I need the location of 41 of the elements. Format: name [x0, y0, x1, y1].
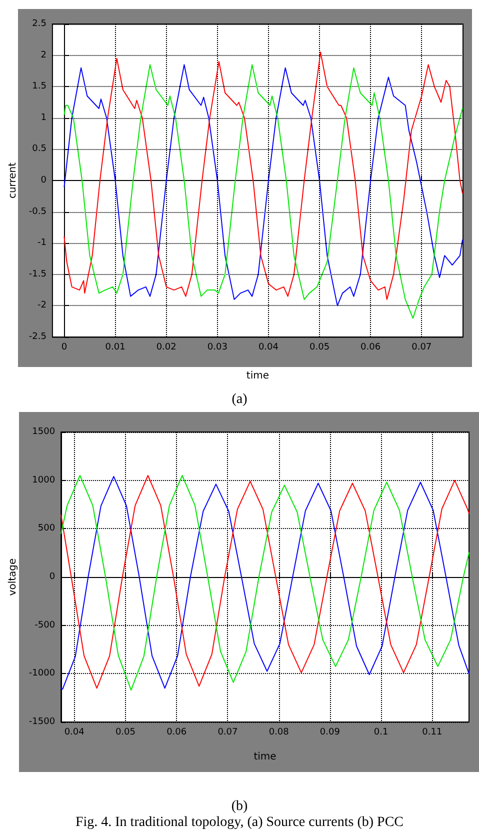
y-tick-label: -2.5 [28, 332, 46, 342]
y-tick-label: 1.5 [32, 82, 46, 92]
x-tick-label: 0.07 [412, 342, 432, 352]
y-tick-label: -500 [34, 620, 56, 630]
y-tick-label: 2 [40, 50, 46, 60]
text: (a) [230, 392, 248, 408]
x-tick-label: 0.04 [258, 342, 279, 352]
x-tick-label: 0.05 [115, 728, 136, 738]
y-axis-title: voltage [8, 558, 18, 596]
caption: Fig. 4. In traditional topology, (a) Source currents (b) PCC [74, 815, 405, 831]
x-tick-label: 0.06 [360, 342, 381, 352]
x-tick-label: 0 [61, 342, 68, 352]
y-tick-label: 1 [40, 112, 46, 123]
x-tick-label: 0.03 [207, 342, 228, 352]
x-axis-title: time [246, 370, 270, 382]
y-tick-label: 0 [49, 572, 56, 582]
y-tick-label: -1500 [28, 717, 56, 727]
y-axis-title: current [8, 162, 18, 199]
x-tick-label: 0.02 [156, 342, 176, 352]
y-tick-label: 1500 [32, 427, 56, 437]
y-tick-label: -0.5 [28, 206, 46, 217]
x-axis-title: time [254, 752, 276, 762]
y-tick-label: -2 [37, 300, 46, 311]
y-tick-label: 500 [38, 524, 56, 534]
x-tick-label: 0.06 [166, 728, 187, 738]
y-tick-label: 2.5 [32, 19, 46, 29]
y-tick-label: -1000 [28, 668, 56, 679]
text: (b) [230, 799, 249, 815]
y-tick-label: 0 [40, 176, 47, 186]
x-tick-label: 0.07 [218, 728, 238, 738]
y-tick-label: -1 [37, 238, 46, 248]
y-tick-label: 1000 [32, 475, 56, 486]
x-tick-label: 0.01 [105, 342, 126, 352]
x-tick-label: 0.11 [422, 728, 442, 738]
x-tick-label: 0.04 [64, 728, 85, 738]
y-tick-label: 0.5 [32, 144, 46, 154]
x-tick-label: 0.1 [374, 728, 388, 738]
x-tick-label: 0.05 [309, 342, 330, 352]
x-tick-label: 0.08 [268, 728, 290, 738]
x-tick-label: 0.09 [320, 728, 340, 738]
y-tick-label: -1.5 [28, 269, 46, 280]
